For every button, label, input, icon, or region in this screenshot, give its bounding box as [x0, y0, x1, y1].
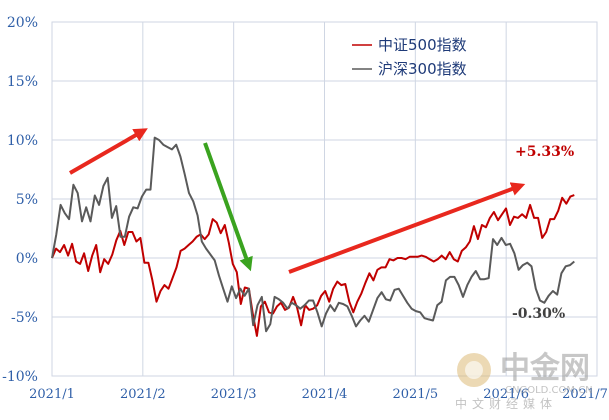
- x-tick-label: 2021/7: [562, 387, 608, 402]
- trend-arrow-down: [203, 142, 253, 272]
- watermark-brand: 中金网: [500, 351, 590, 386]
- legend-label-zz500: 中证500指数: [378, 36, 467, 54]
- x-tick-label: 2021/1: [29, 387, 75, 402]
- y-tick-label: -10%: [2, 369, 38, 385]
- annotation-zz500-end: +5.33%: [515, 144, 574, 160]
- y-tick-label: 20%: [7, 15, 38, 31]
- y-tick-label: 10%: [7, 133, 38, 149]
- series-lines: [51, 136, 575, 337]
- y-tick-label: -5%: [11, 310, 38, 326]
- axes: 20% 15% 10% 5% 0% -5% -10% 2021/1 2021/2 2021/3 20…: [2, 15, 608, 402]
- legend: 中证500指数 沪深300指数: [352, 36, 467, 78]
- x-tick-label: 2021/6: [483, 387, 529, 402]
- watermark-slogan: 中文财经媒体: [455, 396, 557, 411]
- watermark: 中金网 CNGOLD.COM.CN 中文财经媒体: [455, 351, 593, 411]
- trend-arrow-up-2: [288, 182, 526, 274]
- watermark-domain: CNGOLD.COM.CN: [505, 385, 593, 396]
- legend-label-hs300: 沪深300指数: [378, 60, 467, 78]
- annotation-hs300-end: -0.30%: [512, 306, 565, 322]
- x-tick-label: 2021/4: [302, 387, 348, 402]
- trend-arrow-up-1: [69, 128, 148, 175]
- y-tick-label: 5%: [16, 192, 38, 208]
- x-tick-label: 2021/2: [120, 387, 166, 402]
- x-tick-label: 2021/3: [211, 387, 257, 402]
- series-line-zz500: [51, 194, 575, 337]
- series-line-hs300: [51, 136, 575, 333]
- grid: [51, 21, 598, 377]
- y-tick-label: 15%: [7, 74, 38, 90]
- x-tick-label: 2021/5: [392, 387, 438, 402]
- y-tick-label: 0%: [16, 251, 38, 267]
